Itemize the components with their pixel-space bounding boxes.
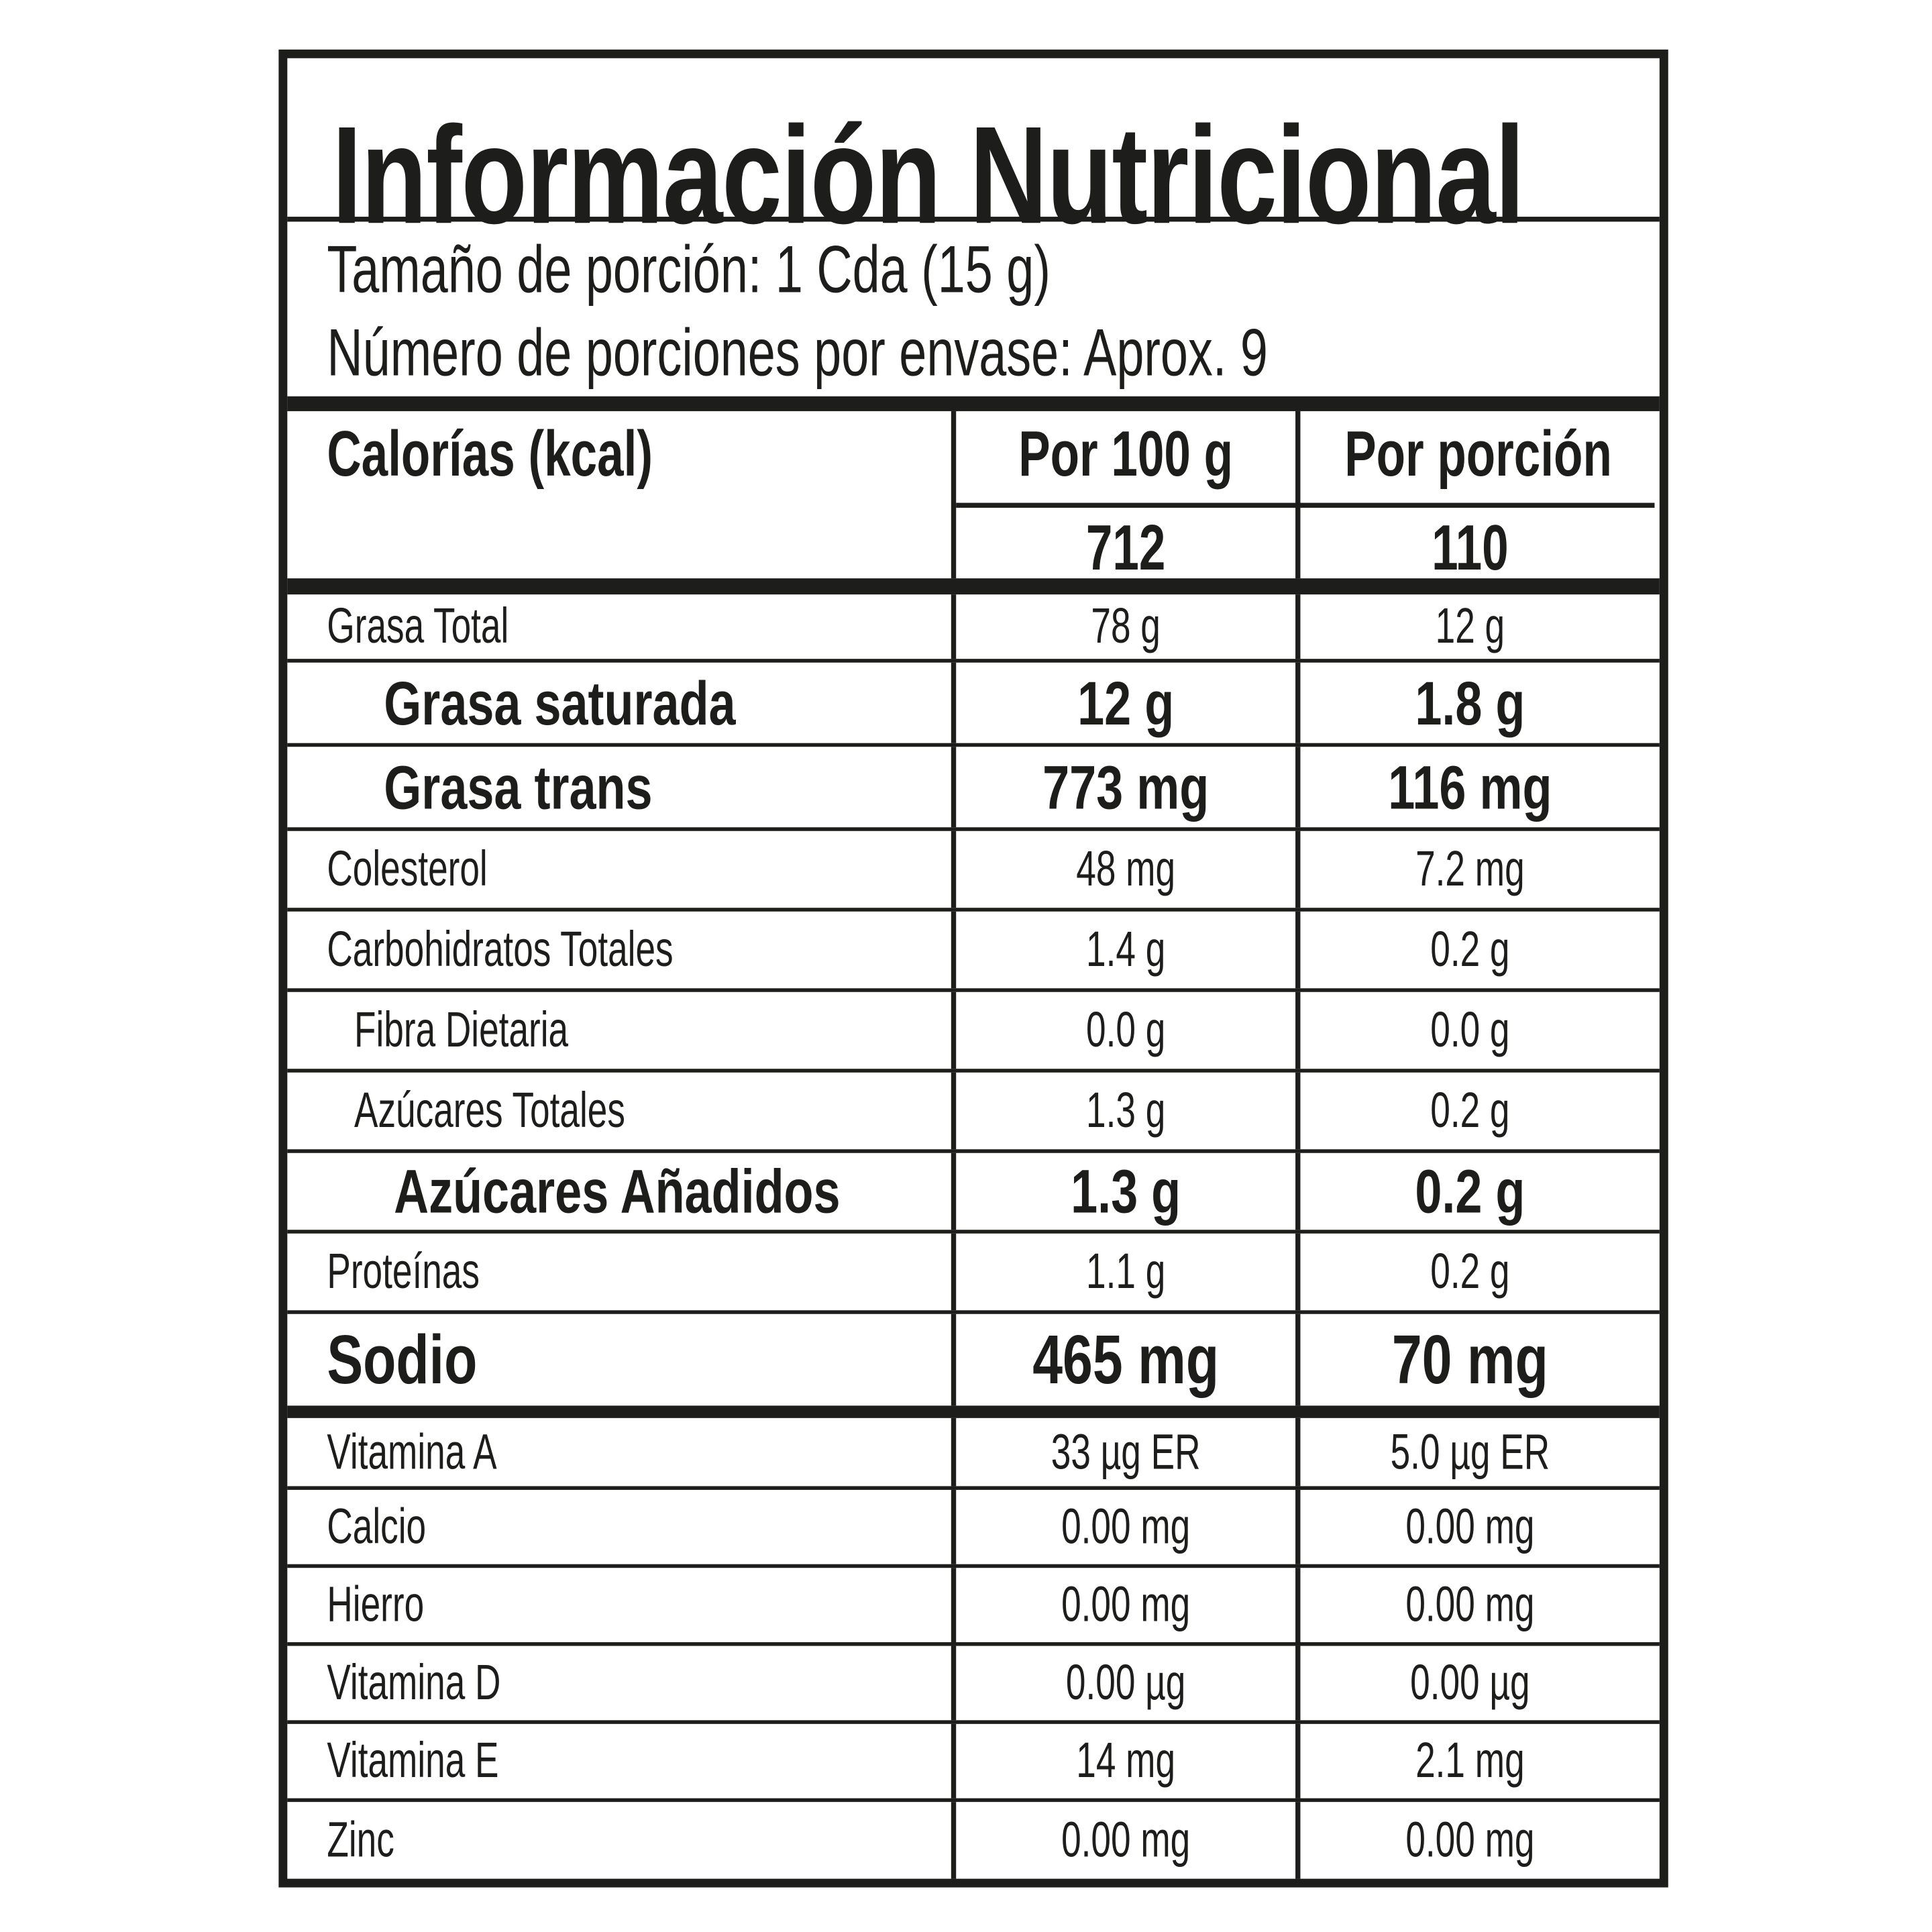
nutrition-table: Información Nutricional Tamaño de porció…: [278, 49, 1668, 1888]
column-divider: [1295, 1417, 1301, 1487]
column-divider: [1295, 830, 1301, 908]
divider: [956, 502, 1655, 508]
column-divider: [1295, 1072, 1301, 1150]
column-divider: [951, 1568, 957, 1642]
column-divider: [951, 1723, 957, 1799]
column-divider: [1295, 1568, 1301, 1642]
column-divider: [1295, 1646, 1301, 1721]
nutrient-row: Azúcares Añadidos 1.3 g 0.2 g: [287, 1152, 1660, 1230]
divider: [287, 1069, 1660, 1073]
divider: [287, 1720, 1660, 1724]
nutrient-row: Proteínas 1.1 g 0.2 g: [287, 1233, 1660, 1311]
column-divider: [951, 1646, 957, 1721]
column-divider: [1295, 594, 1301, 659]
thick-divider: [287, 396, 1660, 411]
column-divider: [951, 991, 957, 1069]
nutrient-row: Grasa saturada 12 g 1.8 g: [287, 662, 1660, 743]
nutrient-row: Colesterol 48 mg 7.2 mg: [287, 830, 1660, 908]
column-divider: [1295, 1723, 1301, 1799]
label-title: Información Nutricional: [331, 97, 1525, 253]
column-divider: [951, 1152, 957, 1230]
divider: [287, 1230, 1660, 1234]
column-divider: [951, 1072, 957, 1150]
column-divider: [951, 911, 957, 989]
calories-label: Calorías (kcal): [327, 418, 653, 491]
divider: [287, 659, 1660, 663]
divider: [287, 1564, 1660, 1568]
column-divider: [951, 830, 957, 908]
nutrient-row: Sodio 465 mg 70 mg: [287, 1313, 1660, 1406]
nutrient-row: Vitamina D 0.00 µg 0.00 µg: [287, 1646, 1660, 1721]
column-divider: [1295, 991, 1301, 1069]
column-header-per-serving: Por porción: [1344, 418, 1612, 491]
thick-divider: [287, 1405, 1660, 1418]
column-divider: [951, 662, 957, 743]
column-divider: [951, 1489, 957, 1564]
thick-divider: [287, 578, 1660, 595]
column-divider: [1295, 411, 1301, 579]
nutrient-row: Zinc 0.00 mg 0.00 mg: [287, 1802, 1660, 1879]
calories-per-serving: 110: [1432, 513, 1509, 585]
column-divider: [951, 1802, 957, 1879]
column-divider: [951, 1417, 957, 1487]
divider: [287, 1310, 1660, 1314]
divider: [287, 908, 1660, 912]
nutrient-row: Fibra Dietaria 0.0 g 0.0 g: [287, 991, 1660, 1069]
divider: [287, 1642, 1660, 1646]
column-divider: [951, 411, 957, 579]
column-divider: [1295, 1233, 1301, 1311]
nutrient-row: Grasa Total 78 g 12 g: [287, 594, 1660, 659]
divider: [287, 1486, 1660, 1490]
nutrient-row: Hierro 0.00 mg 0.00 mg: [287, 1568, 1660, 1642]
column-divider: [1295, 1489, 1301, 1564]
column-divider: [1295, 662, 1301, 743]
divider: [287, 217, 1660, 222]
divider: [287, 1798, 1660, 1803]
nutrient-row: Vitamina E 14 mg 2.1 mg: [287, 1723, 1660, 1799]
column-divider: [1295, 911, 1301, 989]
column-divider: [951, 1233, 957, 1311]
divider: [287, 743, 1660, 747]
nutrient-row: Calcio 0.00 mg 0.00 mg: [287, 1489, 1660, 1564]
column-divider: [1295, 1802, 1301, 1879]
servings-per-container: Número de porciones por envase: Aprox. 9: [327, 315, 1268, 390]
column-divider: [951, 747, 957, 828]
divider: [287, 988, 1660, 992]
nutrient-row: Carbohidratos Totales 1.4 g 0.2 g: [287, 911, 1660, 989]
divider: [287, 827, 1660, 831]
divider: [287, 1149, 1660, 1153]
column-divider: [951, 594, 957, 659]
nutrient-row: Grasa trans 773 mg 116 mg: [287, 747, 1660, 828]
calories-per-100g: 712: [1085, 513, 1166, 585]
nutrient-row: Azúcares Totales 1.3 g 0.2 g: [287, 1072, 1660, 1150]
column-header-per-100g: Por 100 g: [1018, 418, 1234, 491]
column-divider: [1295, 1313, 1301, 1406]
nutrient-row: Vitamina A 33 µg ER 5.0 µg ER: [287, 1417, 1660, 1487]
column-divider: [1295, 747, 1301, 828]
column-divider: [951, 1313, 957, 1406]
serving-size: Tamaño de porción: 1 Cda (15 g): [327, 233, 1051, 307]
column-divider: [1295, 1152, 1301, 1230]
